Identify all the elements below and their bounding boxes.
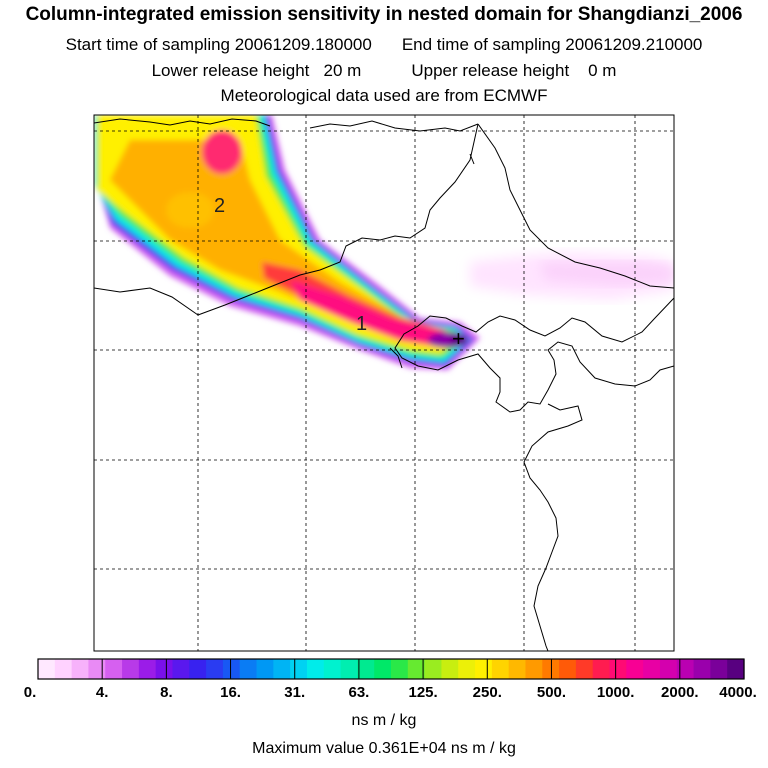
colorbar-swatch <box>609 659 627 679</box>
colorbar-swatch <box>206 659 224 679</box>
colorbar-swatch <box>256 659 274 679</box>
colorbar-tick-label: 63. <box>348 684 370 701</box>
colorbar-swatch <box>391 659 409 679</box>
colorbar-tick-label: 4. <box>95 684 109 701</box>
colorbar-swatch <box>626 659 644 679</box>
colorbar-swatch <box>340 659 358 679</box>
colorbar-swatch <box>592 659 611 679</box>
plume-band-orange <box>110 140 446 348</box>
colorbar-swatch <box>676 659 695 679</box>
colorbar-swatch <box>693 659 711 679</box>
end-time-label: End time of sampling 20061209.210000 <box>401 35 703 54</box>
colorbar-swatch <box>508 659 527 679</box>
colorbar-swatch <box>441 659 459 679</box>
colorbar-swatch <box>374 659 392 679</box>
upper-release-label: Upper release height 0 m <box>411 61 617 80</box>
emission-plume <box>94 115 480 370</box>
colorbar-tick-label: 16. <box>220 684 241 701</box>
plume-marker-2: 2 <box>214 195 225 217</box>
colorbar-swatch <box>155 659 174 679</box>
colorbar-swatch <box>659 659 678 679</box>
colorbar-swatch <box>88 659 106 679</box>
lower-release-label: Lower release height 20 m <box>151 61 362 80</box>
colorbar-swatch <box>222 659 241 679</box>
sampling-times: Start time of sampling 20061209.180000 En… <box>0 35 768 55</box>
colorbar-tick-labels: 0. 4. 8. 16. 31. 63. 125. 250. 500. 1000. 2000. 400… <box>0 684 768 704</box>
plume-warm-2 <box>166 192 214 228</box>
country-boundaries <box>94 118 674 651</box>
colorbar-swatch <box>273 659 291 679</box>
met-data-label: Meteorological data used are from ECMWF <box>220 86 548 105</box>
map-frame <box>93 114 675 652</box>
faint-plume-east-core <box>540 262 674 286</box>
colorbar-swatch <box>105 659 123 679</box>
colorbar-swatch <box>172 659 190 679</box>
colorbar-swatch <box>424 659 443 679</box>
plot-title: Column-integrated emission sensitivity i… <box>25 4 743 25</box>
colorbar-frame <box>37 658 745 680</box>
colorbar-swatch <box>710 659 728 679</box>
colorbar-swatch <box>559 659 577 679</box>
start-time-label: Start time of sampling 20061209.180000 <box>65 35 372 54</box>
plume-band-magenta <box>290 280 462 348</box>
colorbar-swatch <box>458 659 476 679</box>
colorbar-swatch <box>575 659 594 679</box>
colorbar-swatch <box>643 659 661 679</box>
colorbar-swatch <box>357 659 375 679</box>
colorbar-tick-label: 125. <box>408 684 438 701</box>
colorbar <box>38 659 745 679</box>
colorbar-swatch <box>138 659 157 679</box>
colorbar-tick-label: 1000. <box>596 684 635 701</box>
colorbar-swatch <box>189 659 207 679</box>
colorbar-tick-label: 8. <box>160 684 173 701</box>
colorbar-swatch <box>407 659 426 679</box>
colorbar-swatch <box>491 659 510 679</box>
maximum-value-label: Maximum value 0.361E+04 ns m / kg <box>252 740 516 757</box>
colorbar-swatch <box>525 659 543 679</box>
plume-marker-1: 1 <box>356 313 367 335</box>
colorbar-tick-label: 2000. <box>661 684 699 701</box>
colorbar-tick-label: 4000. <box>719 684 757 701</box>
colorbar-swatch <box>306 659 325 679</box>
colorbar-units: ns m / kg <box>351 712 417 729</box>
colorbar-swatch <box>727 659 745 679</box>
colorbar-swatch <box>122 659 140 679</box>
map-area: 2 1 + <box>94 115 674 651</box>
colorbar-tick-label: 0. <box>23 684 37 701</box>
release-heights: Lower release height 20 m Upper release h… <box>0 61 768 81</box>
lat-lon-grid <box>94 115 674 651</box>
colorbar-swatch <box>290 659 308 679</box>
colorbar-tick-label: 31. <box>284 684 306 701</box>
colorbar-swatch <box>239 659 258 679</box>
colorbar-swatch <box>71 659 90 679</box>
plume-core-dark <box>450 335 466 345</box>
colorbar-swatch <box>54 659 73 679</box>
receptor-marker: + <box>452 326 465 351</box>
colorbar-tick-label: 250. <box>472 684 502 701</box>
colorbar-swatch <box>38 659 56 679</box>
colorbar-swatch <box>323 659 342 679</box>
colorbar-swatch <box>475 659 493 679</box>
plume-hotspot-2 <box>202 130 242 174</box>
colorbar-tick-label: 500. <box>536 684 567 701</box>
